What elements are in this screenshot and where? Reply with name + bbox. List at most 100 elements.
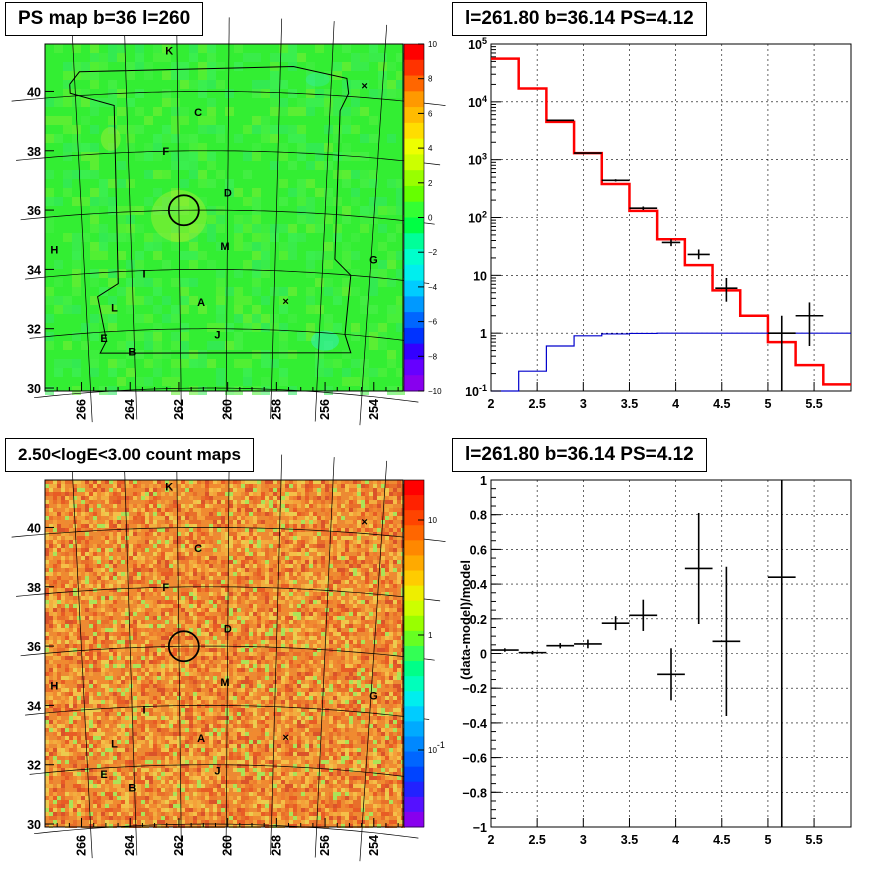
map-pixel <box>309 572 313 576</box>
map-pixel <box>108 197 117 206</box>
map-pixel <box>89 612 93 616</box>
map-pixel <box>109 560 113 564</box>
map-pixel <box>273 600 277 604</box>
map-pixel <box>93 512 97 516</box>
map-pixel <box>165 580 169 584</box>
map-pixel <box>301 676 305 680</box>
map-pixel <box>117 508 121 512</box>
map-pixel <box>81 584 85 588</box>
map-pixel <box>245 688 249 692</box>
map-pixel <box>285 480 289 484</box>
map-pixel <box>337 548 341 552</box>
map-pixel <box>393 560 397 564</box>
map-pixel <box>81 612 85 616</box>
map-pixel <box>117 608 121 612</box>
map-pixel <box>277 608 281 612</box>
map-pixel <box>289 552 293 556</box>
map-pixel <box>93 604 97 608</box>
map-pixel <box>289 660 293 664</box>
map-pixel <box>233 584 237 588</box>
map-pixel <box>65 588 69 592</box>
map-pixel <box>337 600 341 604</box>
map-pixel <box>173 504 177 508</box>
map-pixel <box>351 377 360 386</box>
map-pixel <box>63 233 72 242</box>
map-pixel <box>181 548 185 552</box>
map-pixel <box>149 488 153 492</box>
map-pixel <box>121 628 125 632</box>
map-pixel <box>135 377 144 386</box>
map-pixel <box>353 604 357 608</box>
map-pixel <box>249 660 253 664</box>
map-pixel <box>197 548 201 552</box>
map-pixel <box>225 596 229 600</box>
map-pixel <box>333 596 337 600</box>
map-pixel <box>129 600 133 604</box>
map-pixel <box>253 508 257 512</box>
map-pixel <box>161 524 165 528</box>
map-pixel <box>69 504 73 508</box>
map-pixel <box>269 660 273 664</box>
map-pixel <box>209 492 213 496</box>
map-pixel <box>129 516 133 520</box>
map-pixel <box>57 644 61 648</box>
map-pixel <box>365 608 369 612</box>
map-pixel <box>333 568 337 572</box>
map-pixel <box>54 260 63 269</box>
map-pixel <box>234 359 243 368</box>
map-pixel <box>234 233 243 242</box>
longitude-line <box>176 17 182 418</box>
map-pixel <box>389 636 393 640</box>
map-pixel <box>69 688 73 692</box>
map-pixel <box>133 664 137 668</box>
map-pixel <box>173 620 177 624</box>
colorbar-tick-label: −10 <box>428 387 442 396</box>
map-pixel <box>81 552 85 556</box>
map-pixel <box>57 636 61 640</box>
map-pixel <box>99 53 108 62</box>
map-pixel <box>205 648 209 652</box>
map-pixel <box>277 648 281 652</box>
map-pixel <box>97 656 101 660</box>
map-pixel <box>49 596 53 600</box>
map-pixel <box>396 206 405 215</box>
map-pixel <box>189 688 193 692</box>
map-pixel <box>237 612 241 616</box>
map-pixel <box>281 544 285 548</box>
map-pixel <box>108 44 117 53</box>
map-pixel <box>289 488 293 492</box>
map-pixel <box>225 588 229 592</box>
map-pixel <box>249 496 253 500</box>
map-pixel <box>261 664 265 668</box>
map-pixel <box>321 504 325 508</box>
map-pixel <box>93 628 97 632</box>
x-tick-label: 258 <box>269 399 283 420</box>
map-pixel <box>273 640 277 644</box>
map-pixel <box>397 572 401 576</box>
map-pixel <box>365 488 369 492</box>
map-pixel <box>245 644 249 648</box>
map-pixel <box>378 224 387 233</box>
map-pixel <box>387 359 396 368</box>
map-pixel <box>217 600 221 604</box>
map-pixel <box>257 656 261 660</box>
map-pixel <box>233 552 237 556</box>
map-pixel <box>121 688 125 692</box>
map-pixel <box>253 612 257 616</box>
map-pixel <box>337 556 341 560</box>
map-pixel <box>217 596 221 600</box>
map-pixel <box>49 492 53 496</box>
map-pixel <box>201 540 205 544</box>
map-pixel <box>269 552 273 556</box>
map-pixel <box>77 668 81 672</box>
map-pixel <box>277 616 281 620</box>
map-pixel <box>373 684 377 688</box>
map-pixel <box>97 580 101 584</box>
map-pixel <box>317 544 321 548</box>
map-pixel <box>201 508 205 512</box>
map-pixel <box>269 568 273 572</box>
map-pixel <box>45 612 49 616</box>
map-pixel <box>385 520 389 524</box>
map-pixel <box>289 648 293 652</box>
map-pixel <box>45 592 49 596</box>
